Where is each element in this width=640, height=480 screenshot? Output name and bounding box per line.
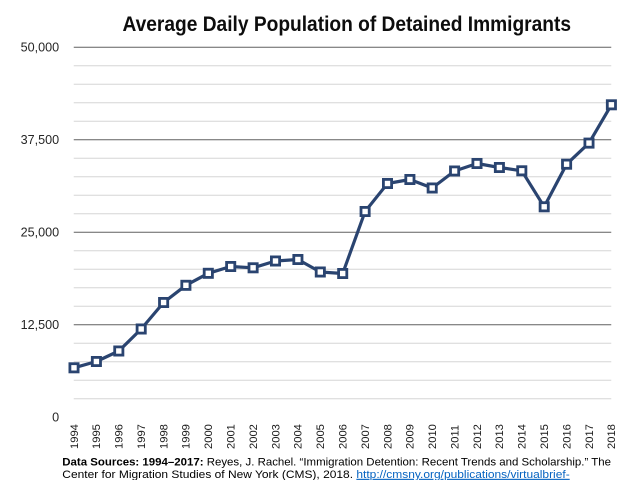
svg-text:2009: 2009 bbox=[405, 424, 417, 449]
svg-text:2002: 2002 bbox=[248, 424, 260, 449]
svg-text:25,000: 25,000 bbox=[21, 225, 60, 239]
svg-text:Center for Migration Studies o: Center for Migration Studies of New York… bbox=[62, 469, 570, 480]
svg-text:2000: 2000 bbox=[203, 424, 215, 449]
svg-text:2005: 2005 bbox=[315, 424, 327, 449]
svg-text:2001: 2001 bbox=[226, 424, 238, 449]
svg-text:2014: 2014 bbox=[517, 424, 529, 449]
svg-text:1996: 1996 bbox=[114, 424, 126, 449]
svg-text:2015: 2015 bbox=[539, 424, 551, 449]
svg-text:1999: 1999 bbox=[181, 424, 193, 449]
svg-text:2016: 2016 bbox=[561, 424, 573, 449]
svg-text:Data Sources: 1994–2017: Reyes: Data Sources: 1994–2017: Reyes, J. Rache… bbox=[62, 456, 611, 468]
svg-text:Average Daily Population of De: Average Daily Population of Detained Imm… bbox=[123, 13, 572, 36]
svg-text:2013: 2013 bbox=[494, 424, 506, 449]
svg-text:37,500: 37,500 bbox=[21, 133, 60, 147]
svg-text:2006: 2006 bbox=[338, 424, 350, 449]
svg-text:2012: 2012 bbox=[472, 424, 484, 449]
svg-text:12,500: 12,500 bbox=[21, 318, 60, 332]
svg-text:2004: 2004 bbox=[293, 424, 305, 449]
svg-text:1997: 1997 bbox=[136, 424, 148, 449]
svg-text:1998: 1998 bbox=[158, 424, 170, 449]
svg-text:2003: 2003 bbox=[270, 424, 282, 449]
svg-text:2010: 2010 bbox=[427, 424, 439, 449]
svg-text:0: 0 bbox=[52, 410, 59, 424]
svg-text:1995: 1995 bbox=[91, 424, 103, 449]
svg-text:1994: 1994 bbox=[69, 424, 81, 449]
svg-text:50,000: 50,000 bbox=[21, 40, 60, 54]
svg-text:2007: 2007 bbox=[360, 424, 372, 449]
svg-text:2008: 2008 bbox=[382, 424, 394, 449]
svg-text:2011: 2011 bbox=[449, 425, 461, 449]
svg-text:2017: 2017 bbox=[584, 424, 596, 449]
svg-text:2018: 2018 bbox=[606, 424, 618, 449]
